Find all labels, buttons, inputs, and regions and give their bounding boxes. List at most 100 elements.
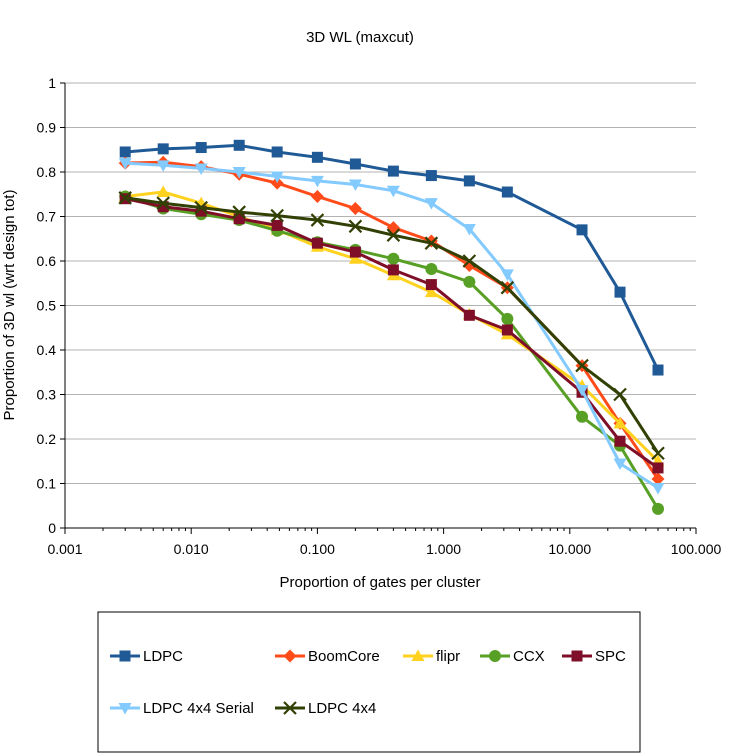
data-point-ldpc [157,143,169,155]
y-tick-label: 0.7 [37,209,57,225]
data-point-ldpc [576,224,588,236]
data-point-ldpc [311,151,323,163]
data-point-ldpc-4x4 [270,208,284,223]
legend-item-ccx: CCX [480,648,545,665]
legend-label: LDPC 4x4 Serial [143,700,254,717]
series-line-ldpc-4x4 [124,196,660,455]
data-point-ldpc [463,175,475,187]
data-point-flipr [613,416,627,429]
y-axis-label: Proportion of 3D wl (wrt design tot) [1,190,18,421]
data-point-spc [271,219,283,231]
data-point-flipr [156,185,170,198]
series-ldpc-4x4-serial [118,158,665,495]
legend-label: SPC [595,648,626,665]
data-point-ldpc [614,286,626,298]
x-axis-label: Proportion of gates per cluster [280,574,481,591]
data-point-ldpc-4x4 [651,446,665,461]
legend-swatch-marker [489,650,501,662]
data-point-ccx [652,502,665,515]
gridlines [65,82,696,484]
y-tick-label: 0.4 [37,342,57,358]
data-point-ccx [576,410,589,423]
x-tick-label: 0.010 [174,541,209,557]
y-tick-label: 0.5 [37,298,57,314]
x-tick-label: 100.000 [671,541,722,557]
y-tick-label: 0.1 [37,476,57,492]
y-tick-label: 1 [48,75,56,91]
y-tick-label: 0 [48,520,56,536]
data-point-ldpc-4x4 [613,387,627,402]
data-point-spc [195,205,207,217]
data-point-ldpc [271,146,283,158]
data-point-ldpc-4x4-serial [575,385,589,397]
data-point-spc [311,237,323,249]
data-point-ldpc-4x4 [500,280,515,295]
data-point-spc [652,462,664,474]
data-point-ldpc [119,146,131,158]
data-point-ldpc-4x4-serial [232,167,246,179]
plot-area [118,139,665,515]
data-point-spc [349,246,361,258]
x-tick-label: 1.000 [426,541,461,557]
legend-item-boomcore: BoomCore [275,648,380,665]
y-tick-label: 0.6 [37,253,57,269]
data-point-ldpc-4x4-serial [424,198,438,210]
y-axis-ticks: 0 0.1 0.2 0.3 0.4 0.5 0.6 0.7 0.8 0.9 1 [37,75,65,536]
y-tick-label: 0.8 [37,164,57,180]
series-ccx [119,190,665,515]
data-point-ldpc-4x4-serial [651,482,665,495]
data-point-ldpc [195,142,207,154]
legend-item-ldpc: LDPC [110,648,183,665]
series-ldpc-4x4 [118,191,665,461]
legend-label: BoomCore [308,648,380,665]
data-point-ldpc-4x4-serial [194,163,208,175]
legend: LDPC BoomCore flipr CCX SPC LDPC 4x4 Serial LD… [97,611,641,753]
data-point-spc [233,213,245,225]
data-point-ldpc-4x4 [575,358,589,373]
legend-label: LDPC [143,648,183,665]
data-point-ldpc-4x4 [310,213,325,227]
legend-label: LDPC 4x4 [308,700,376,717]
series-line-spc [124,197,659,470]
series-line-ldpc [125,143,660,371]
series-ldpc [119,139,664,376]
data-point-ldpc [425,170,437,182]
data-point-ldpc-4x4-serial [156,160,170,172]
data-point-ldpc-4x4-serial [386,185,400,198]
data-point-ldpc-4x4 [462,254,477,268]
data-point-boomcore [270,176,284,190]
data-point-ccx [463,275,476,288]
x-tick-label: 0.001 [47,541,82,557]
data-point-ldpc-4x4-serial [118,158,132,170]
y-tick-label: 0.3 [37,387,57,403]
data-point-flipr [348,252,362,264]
data-point-ccx [501,312,514,325]
data-point-ldpc-4x4-serial [270,171,284,183]
data-point-spc [387,264,399,276]
x-tick-label: 0.100 [300,541,335,557]
legend-swatch-marker [411,649,425,661]
data-point-boomcore [348,201,362,215]
data-point-ccx [387,252,400,265]
series-line-flipr [125,190,660,463]
data-point-ldpc-4x4-serial [613,458,627,470]
data-point-ldpc [387,165,399,177]
y-tick-label: 0.2 [37,431,57,447]
data-point-ldpc-4x4 [348,219,363,234]
data-point-ldpc [652,364,664,376]
data-point-boomcore [310,189,324,203]
data-point-ldpc-4x4 [232,205,246,219]
data-point-ldpc [349,158,361,170]
data-point-spc [463,309,475,321]
data-point-ldpc-4x4 [156,196,170,210]
data-point-ldpc-4x4-serial [310,175,324,188]
legend-label: flipr [436,648,460,665]
x-tick-label: 10.000 [548,541,591,557]
data-point-spc [614,435,626,447]
data-point-ldpc [233,139,245,151]
data-point-ldpc-4x4 [424,236,439,250]
legend-swatch-marker [119,650,131,662]
series-line-ldpc-4x4-serial [125,161,659,490]
legend-item-ldpc-4x4: LDPC 4x4 [275,700,376,717]
legend-box [97,611,641,753]
